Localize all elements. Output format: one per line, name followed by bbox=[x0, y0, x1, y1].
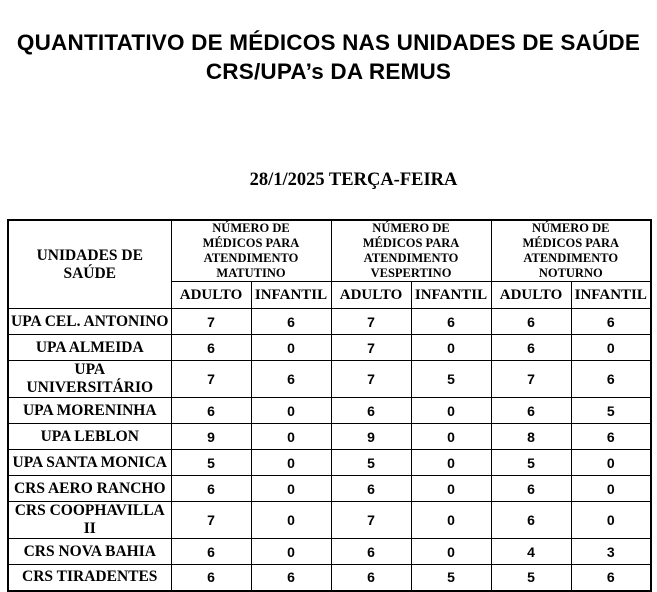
table-body: UPA CEL. ANTONINO 7 6 7 6 6 6 UPA ALMEIDA 6 0 7 0 6 0… bbox=[7, 308, 652, 591]
doctor-count-cell: 0 bbox=[250, 501, 332, 539]
doctor-count-cell: 5 bbox=[330, 449, 412, 476]
doctor-count-cell: 6 bbox=[330, 475, 412, 502]
col-group-vespertino: NÚMERO DE MÉDICOS PARA ATENDIMENTO VESPE… bbox=[330, 219, 492, 282]
doctor-count-cell: 0 bbox=[250, 538, 332, 565]
doctor-count-cell: 5 bbox=[410, 564, 492, 591]
doctor-count-cell: 6 bbox=[490, 475, 572, 502]
doctor-count-cell: 0 bbox=[570, 475, 652, 502]
doctor-count-cell: 6 bbox=[250, 564, 332, 591]
unit-name-cell: UPA LEBLON bbox=[7, 423, 172, 450]
doctor-count-cell: 7 bbox=[330, 334, 412, 361]
doctor-count-cell: 0 bbox=[410, 334, 492, 361]
doctor-count-cell: 6 bbox=[490, 308, 572, 335]
table-row: UPA LEBLON 9 0 9 0 8 6 bbox=[7, 423, 652, 450]
doctor-count-cell: 9 bbox=[170, 423, 252, 450]
doctor-count-cell: 7 bbox=[330, 308, 412, 335]
table-row: UPA MORENINHA 6 0 6 0 6 5 bbox=[7, 397, 652, 424]
doctor-count-cell: 3 bbox=[570, 538, 652, 565]
doctor-count-cell: 7 bbox=[170, 308, 252, 335]
doctor-count-cell: 6 bbox=[330, 564, 412, 591]
col-header-matutino-infantil: INFANTIL bbox=[250, 281, 332, 309]
doctor-count-cell: 4 bbox=[490, 538, 572, 565]
col-group-noturno: NÚMERO DE MÉDICOS PARA ATENDIMENTO NOTUR… bbox=[490, 219, 652, 282]
doctor-count-cell: 0 bbox=[570, 449, 652, 476]
doctor-count-cell: 7 bbox=[490, 360, 572, 398]
col-group-matutino: NÚMERO DE MÉDICOS PARA ATENDIMENTO MATUT… bbox=[170, 219, 332, 282]
doctor-count-cell: 6 bbox=[170, 397, 252, 424]
doctor-count-cell: 6 bbox=[570, 308, 652, 335]
doctor-count-cell: 6 bbox=[250, 308, 332, 335]
doctor-count-cell: 0 bbox=[250, 397, 332, 424]
group-header-row: UNIDADES DE SAÚDE NÚMERO DE MÉDICOS PARA… bbox=[7, 219, 652, 309]
doctor-count-cell: 6 bbox=[570, 423, 652, 450]
doctor-count-cell: 5 bbox=[490, 449, 572, 476]
col-header-noturno-adulto: ADULTO bbox=[490, 281, 572, 309]
table-row: CRS AERO RANCHO 6 0 6 0 6 0 bbox=[7, 475, 652, 502]
table-row: CRS NOVA BAHIA 6 0 6 0 4 3 bbox=[7, 538, 652, 565]
doctor-count-cell: 0 bbox=[250, 423, 332, 450]
doctor-count-cell: 5 bbox=[570, 397, 652, 424]
unit-name-cell: UPA SANTA MONICA bbox=[7, 449, 172, 476]
col-header-noturno-infantil: INFANTIL bbox=[570, 281, 652, 309]
page-title: QUANTITATIVO DE MÉDICOS NAS UNIDADES DE … bbox=[0, 28, 657, 86]
doctor-count-cell: 0 bbox=[570, 501, 652, 539]
table-row: CRS COOPHAVILLA II 7 0 7 0 6 0 bbox=[7, 501, 652, 539]
doctor-count-cell: 0 bbox=[250, 475, 332, 502]
doctor-count-cell: 6 bbox=[490, 501, 572, 539]
table-row: UPA ALMEIDA 6 0 7 0 6 0 bbox=[7, 334, 652, 361]
doctor-count-cell: 6 bbox=[490, 334, 572, 361]
unit-name-cell: UPA MORENINHA bbox=[7, 397, 172, 424]
doctor-count-cell: 6 bbox=[570, 564, 652, 591]
unit-name-cell: CRS TIRADENTES bbox=[7, 564, 172, 591]
subheader-row: ADULTO INFANTIL ADULTO INFANTIL ADULTO I… bbox=[8, 281, 652, 309]
doctor-count-cell: 0 bbox=[250, 334, 332, 361]
table-row: UPA UNIVERSITÁRIO 7 6 7 5 7 6 bbox=[7, 360, 652, 398]
doctor-count-cell: 7 bbox=[330, 360, 412, 398]
table-row: UPA SANTA MONICA 5 0 5 0 5 0 bbox=[7, 449, 652, 476]
doctor-count-cell: 0 bbox=[410, 423, 492, 450]
doctor-count-cell: 6 bbox=[330, 397, 412, 424]
page-title-line1: QUANTITATIVO DE MÉDICOS NAS UNIDADES DE … bbox=[16, 30, 641, 55]
doctor-count-cell: 8 bbox=[490, 423, 572, 450]
col-header-units: UNIDADES DE SAÚDE bbox=[7, 219, 172, 309]
doctor-count-cell: 7 bbox=[170, 360, 252, 398]
doctor-count-cell: 0 bbox=[410, 449, 492, 476]
unit-name-cell: UPA UNIVERSITÁRIO bbox=[7, 360, 172, 398]
doctor-count-cell: 0 bbox=[250, 449, 332, 476]
doctor-count-cell: 5 bbox=[410, 360, 492, 398]
doctor-count-cell: 6 bbox=[170, 564, 252, 591]
doctors-count-table: UNIDADES DE SAÚDE NÚMERO DE MÉDICOS PARA… bbox=[7, 219, 653, 592]
doctor-count-cell: 6 bbox=[250, 360, 332, 398]
doctor-count-cell: 0 bbox=[410, 538, 492, 565]
doctor-count-cell: 0 bbox=[410, 475, 492, 502]
doctor-count-cell: 6 bbox=[170, 334, 252, 361]
col-header-vespertino-adulto: ADULTO bbox=[330, 281, 412, 309]
unit-name-cell: UPA CEL. ANTONINO bbox=[7, 308, 172, 335]
doctor-count-cell: 0 bbox=[410, 397, 492, 424]
doctor-count-cell: 0 bbox=[570, 334, 652, 361]
doctor-count-cell: 5 bbox=[170, 449, 252, 476]
doctor-count-cell: 7 bbox=[330, 501, 412, 539]
unit-name-cell: CRS COOPHAVILLA II bbox=[7, 501, 172, 539]
doctor-count-cell: 6 bbox=[570, 360, 652, 398]
page-title-line2: CRS/UPA’s DA REMUS bbox=[205, 59, 452, 84]
col-header-matutino-adulto: ADULTO bbox=[170, 281, 252, 309]
date-line: 28/1/2025 TERÇA-FEIRA bbox=[249, 170, 458, 190]
doctor-count-cell: 6 bbox=[410, 308, 492, 335]
doctor-count-cell: 6 bbox=[490, 397, 572, 424]
doctor-count-cell: 9 bbox=[330, 423, 412, 450]
table-row: UPA CEL. ANTONINO 7 6 7 6 6 6 bbox=[7, 308, 652, 335]
doctor-count-cell: 5 bbox=[490, 564, 572, 591]
col-header-vespertino-infantil: INFANTIL bbox=[410, 281, 492, 309]
unit-name-cell: UPA ALMEIDA bbox=[7, 334, 172, 361]
unit-name-cell: CRS AERO RANCHO bbox=[7, 475, 172, 502]
doctor-count-cell: 6 bbox=[330, 538, 412, 565]
table-row: CRS TIRADENTES 6 6 6 5 5 6 bbox=[7, 564, 652, 591]
doctor-count-cell: 0 bbox=[410, 501, 492, 539]
unit-name-cell: CRS NOVA BAHIA bbox=[7, 538, 172, 565]
doctor-count-cell: 7 bbox=[170, 501, 252, 539]
doctor-count-cell: 6 bbox=[170, 475, 252, 502]
document-page: { "page": { "title_line1": "QUANTITATIVO… bbox=[0, 28, 657, 592]
doctor-count-cell: 6 bbox=[170, 538, 252, 565]
